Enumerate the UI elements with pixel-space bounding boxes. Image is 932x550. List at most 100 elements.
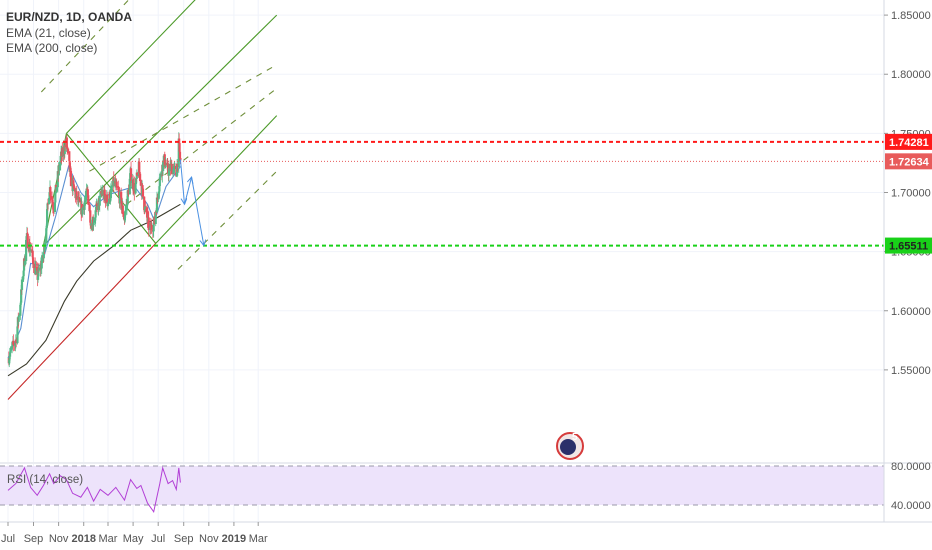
candle-52 [37, 264, 40, 279]
candle-body [98, 195, 101, 206]
candle-188 [115, 178, 118, 191]
projection-arrow-2 [191, 177, 204, 246]
candle-body [83, 200, 87, 203]
candle-body [125, 198, 129, 211]
horizontal-levels[interactable] [0, 140, 884, 247]
candle-148 [92, 216, 95, 231]
candle-body [90, 223, 93, 226]
candle-4 [9, 346, 12, 356]
candle-body [23, 260, 26, 266]
chart-legend: EUR/NZD, 1D, OANDA EMA (21, close) EMA (… [6, 10, 132, 57]
candle-body [26, 234, 29, 248]
y-tick-label-6: 1.85000 [891, 10, 931, 22]
ema21-label[interactable]: EMA (21, close) [6, 25, 91, 40]
candle-144 [90, 217, 93, 232]
candle-body [170, 163, 173, 175]
candle-body [147, 217, 150, 231]
last-price-price-label: 1.72634 [889, 156, 930, 168]
resistance-price-tag [885, 133, 932, 150]
candle-227 [138, 158, 141, 172]
candle-body [42, 252, 45, 259]
candle-body [56, 171, 59, 188]
candle-body [84, 197, 87, 201]
candle-body [124, 210, 127, 212]
candle-body [54, 192, 57, 203]
candle-184 [113, 176, 116, 188]
candle-129 [81, 207, 84, 217]
candle-body [134, 184, 137, 194]
candle-body [120, 191, 123, 198]
candle-body [66, 148, 70, 152]
candle-body [10, 346, 13, 348]
x-tick-label-5: May [123, 533, 144, 545]
candle-body [134, 178, 138, 185]
candle-body [25, 236, 28, 240]
rsi-band [0, 465, 884, 506]
candle-body [25, 239, 28, 261]
rsi-line [7, 465, 181, 514]
candle-84 [55, 186, 58, 194]
candle-24 [20, 276, 24, 295]
candle-54 [38, 264, 41, 272]
candle-body [83, 202, 86, 210]
candle-69 [46, 198, 50, 211]
candle-274 [164, 159, 168, 166]
candle-body [159, 173, 162, 178]
candle-238 [144, 200, 147, 213]
candle-body [61, 148, 64, 157]
x-tick-label-1: Sep [24, 533, 44, 545]
candle-31 [25, 235, 28, 247]
candle-body [158, 186, 161, 192]
rsi-tick-label-0: 40.0000 [891, 500, 931, 512]
channel-dashed-3 [126, 87, 278, 205]
candle-body [69, 168, 72, 171]
candle-219 [133, 176, 136, 201]
projection-path[interactable] [179, 159, 204, 246]
candle-15 [16, 323, 19, 345]
candle-14 [15, 337, 18, 348]
candle-body [9, 347, 12, 353]
candle-254 [153, 211, 156, 225]
candle-body [176, 163, 179, 176]
candle-body [176, 163, 179, 167]
candle-body [94, 210, 97, 218]
candle-body [38, 267, 41, 271]
candle-229 [138, 173, 142, 186]
x-tick-label-4: Mar [99, 533, 118, 545]
candle-body [152, 222, 155, 232]
symbol-title[interactable]: EUR/NZD, 1D, OANDA [6, 10, 133, 24]
candle-39 [29, 249, 32, 257]
candle-body [72, 184, 75, 189]
candle-body [92, 220, 96, 223]
candle-body [153, 216, 156, 224]
candle-body [113, 180, 116, 186]
candle-body [106, 194, 109, 203]
rsi-label[interactable]: RSI (14, close) [7, 474, 84, 486]
candle-body [41, 255, 44, 263]
candle-body [85, 188, 89, 190]
candle-body [164, 163, 168, 166]
x-tick-label-7: Sep [174, 533, 194, 545]
channel-line-1 [66, 0, 196, 134]
last-price-price-tag [885, 153, 932, 170]
candle-279 [167, 163, 170, 182]
candle-body [135, 172, 138, 179]
candle-body [68, 160, 71, 172]
candle-9 [12, 334, 15, 352]
candle-294 [176, 163, 179, 172]
candle-173 [106, 203, 110, 211]
candle-body [100, 191, 103, 195]
candle-body [155, 197, 159, 213]
candle-260 [157, 192, 160, 203]
candle-223 [135, 169, 138, 183]
candle-289 [173, 161, 176, 172]
candle-body [156, 197, 159, 200]
candle-body [36, 276, 40, 280]
candle-body [101, 190, 104, 195]
candle-body [86, 189, 89, 196]
ema200-label[interactable]: EMA (200, close) [6, 41, 98, 55]
candle-body [55, 187, 58, 192]
candle-body [59, 155, 62, 166]
x-tick-label-3: 2018 [71, 533, 95, 545]
